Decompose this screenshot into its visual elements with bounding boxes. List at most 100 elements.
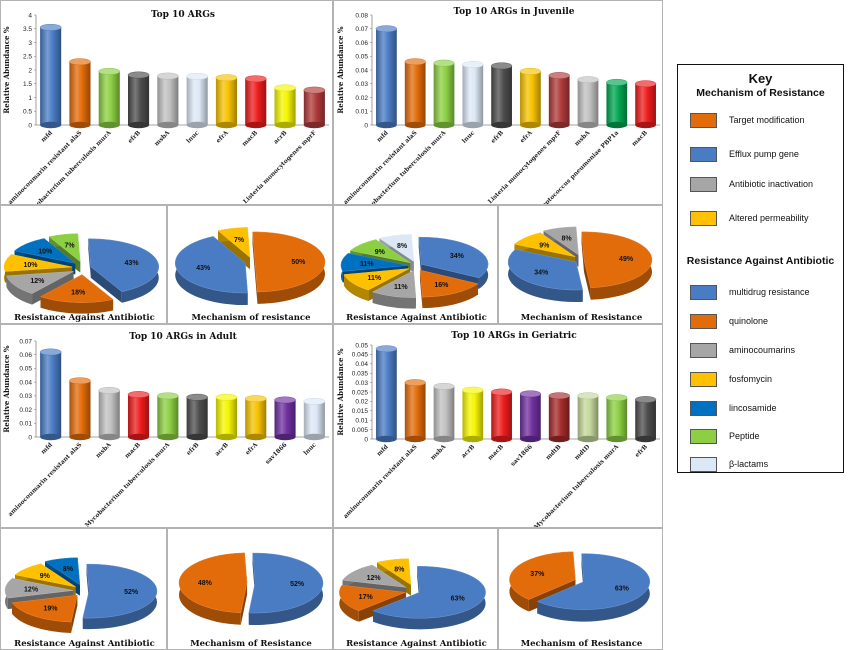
x-tick-label: efrA — [244, 441, 259, 456]
slice-top — [6, 271, 74, 294]
slice-top — [376, 558, 412, 586]
pie-data-label: 9% — [539, 242, 550, 249]
bar-base — [245, 433, 267, 441]
slice-top — [372, 566, 486, 619]
bar-body — [40, 351, 62, 437]
bar-macb — [635, 80, 657, 129]
slice-top — [175, 236, 248, 294]
y-tick-label: 0.07 — [355, 26, 368, 33]
key-item-label: β-lactams — [729, 459, 769, 469]
pie-data-label: 17% — [359, 594, 374, 601]
bar-body — [491, 392, 512, 439]
pie-slice-1 — [372, 566, 486, 630]
bar-mdtd — [577, 392, 599, 443]
bar-aminocoumarin-resistant-alas — [69, 58, 91, 129]
bar-base — [40, 433, 62, 441]
bar-body — [303, 90, 325, 125]
bar-base — [245, 121, 267, 129]
bar-body — [404, 382, 426, 439]
pie-title: Resistance Against Antibiotic — [346, 639, 487, 649]
pie-geriatric-antibiotic: 63% 17% 12% 8% Resistance Against Antibiotic — [333, 528, 498, 650]
slice-top — [372, 270, 417, 298]
bar-top — [215, 393, 238, 401]
bar-body — [274, 399, 296, 437]
bar-base — [635, 121, 656, 129]
slice-rim — [339, 585, 359, 622]
pie-adult-antibiotic-svg: 52% 19% 12%9% 8% Resistance Against Antibiot… — [4, 557, 158, 649]
bar-chart-adult: Top 10 ARGs in Adult Relative Abundance %… — [0, 324, 333, 528]
bar-base — [462, 121, 484, 129]
x-tick-label: mdtB — [545, 443, 563, 461]
bar-body — [69, 61, 91, 125]
slice-top — [44, 557, 81, 586]
slice-top — [349, 239, 411, 263]
pie-title: Mechanism of Resistance — [521, 639, 643, 649]
slice-top — [342, 564, 407, 588]
bar-base — [303, 121, 325, 129]
bar-top — [606, 78, 628, 86]
y-tick-label: 1 — [28, 95, 32, 102]
y-tick-label: 0.5 — [23, 109, 32, 116]
slice-rim — [343, 274, 369, 301]
x-tick-label: macB — [241, 129, 259, 147]
bar-body — [433, 386, 455, 439]
x-tick-label: efrB — [490, 129, 505, 144]
pie-data-label: 10% — [38, 249, 53, 256]
pie-data-label: 12% — [30, 278, 45, 285]
pie-slice-3 — [217, 227, 251, 270]
pie-data-label: 34% — [534, 269, 549, 276]
slice-top — [509, 551, 576, 600]
bar-base — [606, 435, 628, 443]
y-tick-label: 0.045 — [352, 352, 369, 359]
bar-mycobacterium-tuberculosis-mura — [606, 394, 628, 443]
slice-top — [248, 552, 324, 614]
bar-body — [376, 348, 397, 439]
bar-body — [215, 77, 237, 125]
bar-lnuc — [462, 61, 484, 129]
bar-body — [606, 82, 628, 125]
slice-side — [240, 582, 248, 625]
bar-sav1866 — [519, 390, 541, 443]
key-item-antibiotic-inactivation: Antibiotic inactivation — [690, 175, 813, 193]
y-tick-label: 0.02 — [19, 407, 32, 414]
pie-data-label: 50% — [291, 259, 306, 266]
bar-efra — [215, 74, 238, 129]
x-tick-label: sav1866 — [264, 441, 288, 465]
pie-data-label: 18% — [71, 289, 86, 296]
pie-data-label: 34% — [450, 253, 465, 260]
y-tick-label: 0.05 — [355, 54, 368, 61]
x-tick-label: macB — [124, 441, 142, 459]
bar-body — [577, 395, 599, 439]
bar-body — [157, 395, 179, 437]
bar-base — [376, 435, 397, 443]
key-item-label: Antibiotic inactivation — [729, 179, 814, 189]
swatch-yellow — [690, 210, 717, 226]
key-item-label: multidrug resistance — [729, 287, 810, 297]
slice-top — [4, 578, 74, 599]
pie-overall-mechanism: 50% 43% 7% Mechanism of resistance — [167, 205, 333, 324]
bar-base — [520, 121, 541, 129]
y-axis-label: Relative Abundance % — [336, 348, 345, 435]
bar-top — [39, 23, 62, 31]
pie-juvenile-antibiotic: 34% 16% 11% 11% 11% 9% 8% Resistance Against An… — [333, 205, 498, 324]
bar-aminocoumarin-resistant-alas — [404, 379, 426, 443]
x-tick-label: macB — [631, 129, 649, 147]
pie-data-label: 8% — [397, 243, 408, 250]
bar-acrb — [215, 393, 238, 441]
bar-listeria-monocytogenes-mprf — [303, 86, 326, 129]
x-tick-label: macB — [487, 443, 505, 461]
bar-base — [69, 121, 91, 129]
bar-top — [274, 84, 296, 92]
pie-data-label: 12% — [367, 575, 382, 582]
bar-body — [303, 401, 325, 437]
slice-top — [88, 238, 159, 292]
key-item-peptide: Peptide — [690, 427, 760, 445]
bar-efrb — [127, 71, 150, 129]
swatch-blue — [690, 146, 717, 162]
bar-body — [128, 394, 150, 437]
bar-top — [548, 72, 570, 79]
bar-body — [186, 397, 208, 437]
bar-msba — [433, 382, 455, 443]
slice-rim — [372, 291, 416, 309]
y-axis-label: Relative Abundance % — [336, 26, 345, 113]
